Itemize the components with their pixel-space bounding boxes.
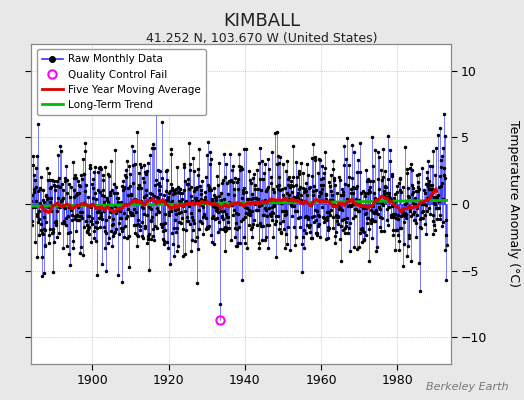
Text: KIMBALL: KIMBALL (223, 12, 301, 30)
Legend: Raw Monthly Data, Quality Control Fail, Five Year Moving Average, Long-Term Tren: Raw Monthly Data, Quality Control Fail, … (37, 49, 206, 115)
Text: 41.252 N, 103.670 W (United States): 41.252 N, 103.670 W (United States) (146, 32, 378, 45)
Y-axis label: Temperature Anomaly (°C): Temperature Anomaly (°C) (507, 120, 520, 288)
Text: Berkeley Earth: Berkeley Earth (426, 382, 508, 392)
